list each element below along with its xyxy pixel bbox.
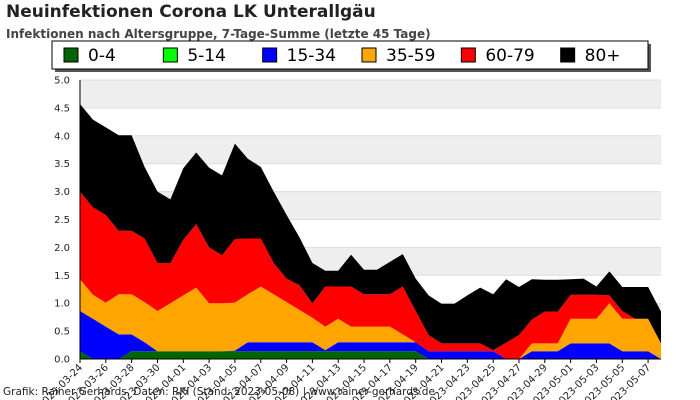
legend-swatch-5-14 [162, 47, 178, 63]
chart-subtitle: Infektionen nach Altersgruppe, 7-Tage-Su… [6, 27, 431, 41]
legend-swatch-60-79 [460, 47, 476, 63]
y-tick-label: 0.5 [54, 327, 70, 338]
legend-swatch-35-59 [361, 47, 377, 63]
area-series-35-59 [80, 279, 661, 359]
legend-swatch-80+ [560, 47, 576, 63]
legend-label-80+: 80+ [585, 46, 621, 66]
y-tick-label: 2.5 [54, 215, 70, 226]
legend-swatch-0-4 [63, 47, 79, 63]
y-tick-label: 3.5 [54, 159, 70, 170]
y-tick-label: 4.0 [54, 131, 70, 142]
y-tick-label: 2.0 [54, 243, 70, 254]
legend-box [51, 40, 649, 70]
y-tick-label: 3.0 [54, 187, 70, 198]
y-tick-label: 1.0 [54, 299, 70, 310]
y-tick-label: 4.5 [54, 103, 70, 114]
y-tick-label: 0.0 [54, 355, 70, 366]
chart-footer: Grafik: Rainer Gerhards, Daten: RKI (Sta… [3, 386, 435, 398]
legend-label-15-34: 15-34 [287, 46, 336, 66]
legend-label-5-14: 5-14 [187, 46, 226, 66]
legend-label-60-79: 60-79 [485, 46, 534, 66]
area-series-60-79 [80, 191, 661, 359]
y-tick-label: 1.5 [54, 271, 70, 282]
legend-swatch-15-34 [262, 47, 278, 63]
area-series-15-34 [80, 311, 661, 359]
y-tick-label: 5.0 [54, 76, 70, 87]
legend-label-35-59: 35-59 [386, 46, 435, 66]
area-series-80+ [80, 104, 661, 351]
area-series-0-4 [80, 351, 661, 359]
grid-band [80, 135, 661, 164]
legend-label-0-4: 0-4 [88, 46, 116, 66]
grid-band [80, 80, 661, 108]
chart-title: Neuinfektionen Corona LK Unterallgäu [6, 2, 376, 22]
